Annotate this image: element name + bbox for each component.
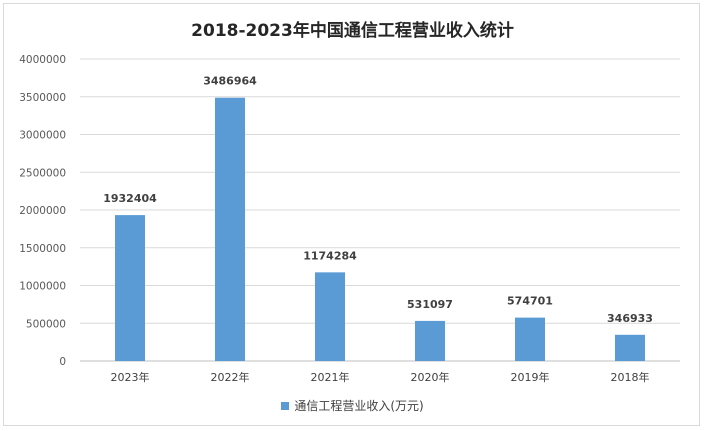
y-tick-label: 3500000 (19, 92, 66, 104)
data-label: 574701 (507, 295, 553, 308)
y-tick-label: 500000 (26, 318, 66, 330)
data-label: 531097 (407, 298, 453, 311)
bar (215, 97, 245, 361)
y-tick-label: 2500000 (19, 167, 66, 179)
data-label: 1932404 (103, 192, 157, 205)
data-label: 3486964 (203, 75, 257, 88)
legend-label: 通信工程营业收入(万元) (294, 399, 424, 413)
x-tick-label: 2023年 (111, 370, 150, 384)
legend-swatch (281, 401, 290, 410)
x-tick-label: 2019年 (511, 370, 550, 384)
y-tick-label: 1000000 (19, 281, 66, 293)
bar (315, 272, 345, 361)
bar (415, 320, 445, 361)
bar (515, 317, 545, 361)
x-tick-label: 2022年 (211, 370, 250, 384)
y-tick-label: 0 (59, 356, 66, 368)
data-label: 346933 (607, 312, 653, 325)
data-label: 1174284 (303, 249, 357, 262)
chart-title: 2018-2023年中国通信工程营业收入统计 (191, 21, 514, 41)
x-tick-label: 2021年 (311, 370, 350, 384)
y-tick-label: 1500000 (19, 243, 66, 255)
y-tick-label: 3000000 (19, 130, 66, 142)
y-tick-label: 4000000 (19, 54, 66, 66)
y-tick-label: 2000000 (19, 205, 66, 217)
bar (615, 334, 645, 361)
bar (115, 215, 145, 361)
x-tick-label: 2018年 (611, 370, 650, 384)
legend: 通信工程营业收入(万元) (0, 397, 705, 414)
x-tick-label: 2020年 (411, 370, 450, 384)
